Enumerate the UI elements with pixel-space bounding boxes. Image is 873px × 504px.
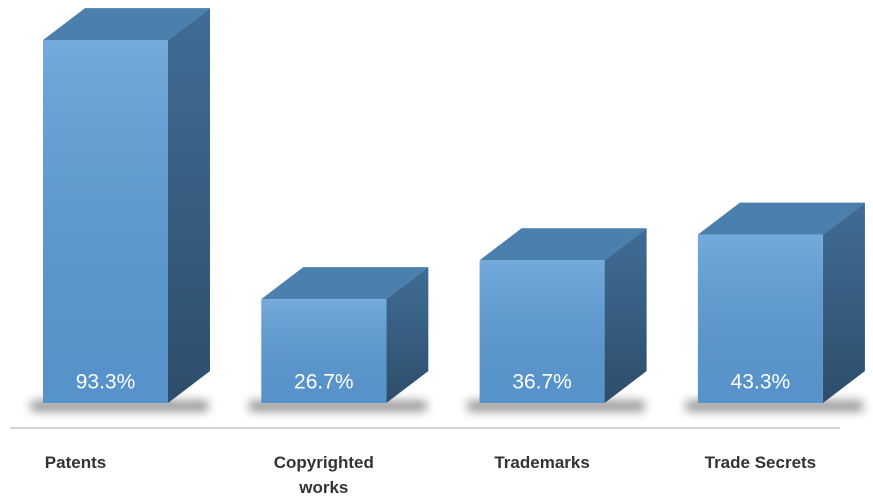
bar-shadow bbox=[467, 401, 645, 411]
bar-side-shade bbox=[604, 228, 647, 403]
bar-side-shade bbox=[386, 267, 429, 403]
bar-front-shade bbox=[261, 299, 387, 403]
bar-top-shade bbox=[697, 202, 865, 235]
bar bbox=[479, 228, 647, 403]
x-tick-label: Copyrighted works bbox=[273, 453, 374, 497]
bar-top-shade bbox=[43, 8, 210, 41]
bar-top bbox=[261, 267, 429, 300]
bar-top bbox=[479, 228, 647, 261]
bar-side-shade bbox=[822, 202, 865, 403]
bar-front-shade bbox=[479, 260, 605, 403]
bar-shadow bbox=[685, 401, 863, 411]
bar-top bbox=[43, 8, 210, 41]
bar bbox=[697, 202, 865, 403]
value-label: 36.7% bbox=[512, 371, 572, 394]
bar bbox=[261, 267, 429, 403]
bar-top-shade bbox=[479, 228, 647, 261]
bar-front-shade bbox=[697, 234, 823, 403]
bar-shadow bbox=[31, 401, 208, 411]
value-label: 93.3% bbox=[76, 371, 136, 394]
value-label: 43.3% bbox=[731, 371, 791, 394]
bar-side-shade bbox=[168, 8, 210, 404]
bar-top-shade bbox=[261, 267, 429, 300]
bar-shadow bbox=[249, 401, 427, 411]
bar-front-shade bbox=[43, 40, 168, 404]
bar bbox=[43, 8, 210, 404]
value-label: 26.7% bbox=[294, 371, 354, 394]
bar-top bbox=[697, 202, 865, 235]
x-tick-label: Trademarks bbox=[494, 453, 590, 472]
x-tick-label: Trade Secrets bbox=[704, 453, 817, 472]
x-tick-label: Patents bbox=[44, 453, 107, 472]
